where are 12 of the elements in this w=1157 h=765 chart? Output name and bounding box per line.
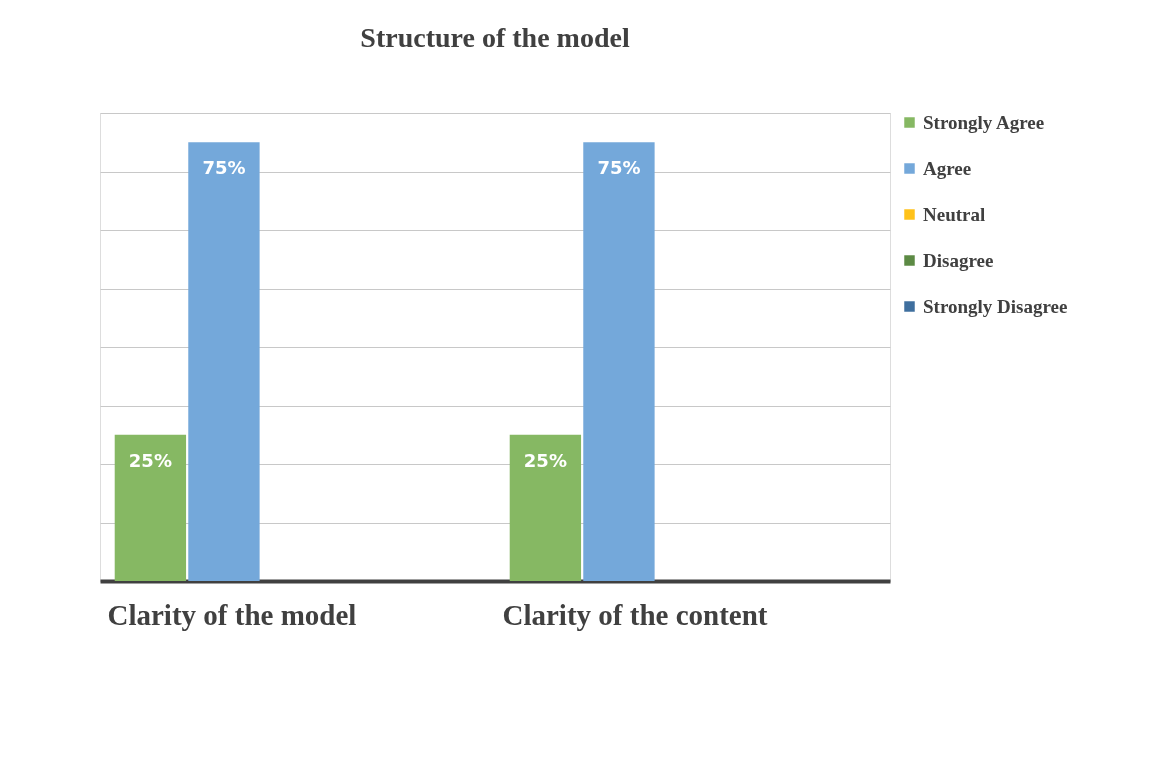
data-label: 75% [202, 157, 246, 179]
legend-label: Agree [923, 157, 972, 179]
legend-label: Strongly Disagree [923, 295, 1068, 317]
chart-title: Structure of the model [360, 22, 630, 53]
legend-label: Disagree [923, 249, 994, 271]
data-label: 75% [597, 157, 641, 179]
legend-label: Strongly Agree [923, 111, 1045, 133]
data-label: 25% [523, 449, 567, 471]
data-label: 25% [128, 449, 172, 471]
x-tick-label: Clarity of the content [502, 598, 768, 631]
legend-label: Neutral [923, 203, 986, 225]
x-tick-label: Clarity of the model [107, 598, 357, 631]
